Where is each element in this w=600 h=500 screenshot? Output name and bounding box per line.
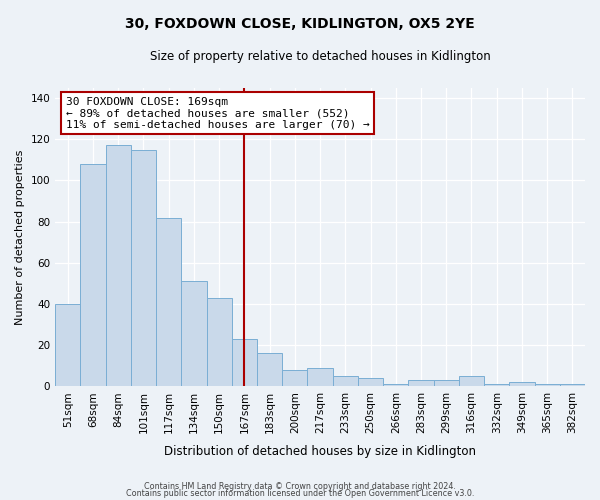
Bar	[358, 378, 383, 386]
Bar	[55, 304, 80, 386]
Bar	[535, 384, 560, 386]
Bar	[131, 150, 156, 386]
Bar	[484, 384, 509, 386]
X-axis label: Distribution of detached houses by size in Kidlington: Distribution of detached houses by size …	[164, 444, 476, 458]
Bar	[181, 282, 206, 387]
Bar	[332, 376, 358, 386]
Text: 30, FOXDOWN CLOSE, KIDLINGTON, OX5 2YE: 30, FOXDOWN CLOSE, KIDLINGTON, OX5 2YE	[125, 18, 475, 32]
Bar	[257, 354, 282, 386]
Bar	[156, 218, 181, 386]
Bar	[383, 384, 409, 386]
Bar	[560, 384, 585, 386]
Bar	[509, 382, 535, 386]
Text: 30 FOXDOWN CLOSE: 169sqm
← 89% of detached houses are smaller (552)
11% of semi-: 30 FOXDOWN CLOSE: 169sqm ← 89% of detach…	[66, 96, 370, 130]
Y-axis label: Number of detached properties: Number of detached properties	[15, 150, 25, 325]
Bar	[80, 164, 106, 386]
Bar	[106, 146, 131, 386]
Bar	[307, 368, 332, 386]
Bar	[409, 380, 434, 386]
Bar	[282, 370, 307, 386]
Bar	[459, 376, 484, 386]
Bar	[232, 339, 257, 386]
Title: Size of property relative to detached houses in Kidlington: Size of property relative to detached ho…	[150, 50, 490, 63]
Text: Contains public sector information licensed under the Open Government Licence v3: Contains public sector information licen…	[126, 489, 474, 498]
Bar	[434, 380, 459, 386]
Bar	[206, 298, 232, 386]
Text: Contains HM Land Registry data © Crown copyright and database right 2024.: Contains HM Land Registry data © Crown c…	[144, 482, 456, 491]
